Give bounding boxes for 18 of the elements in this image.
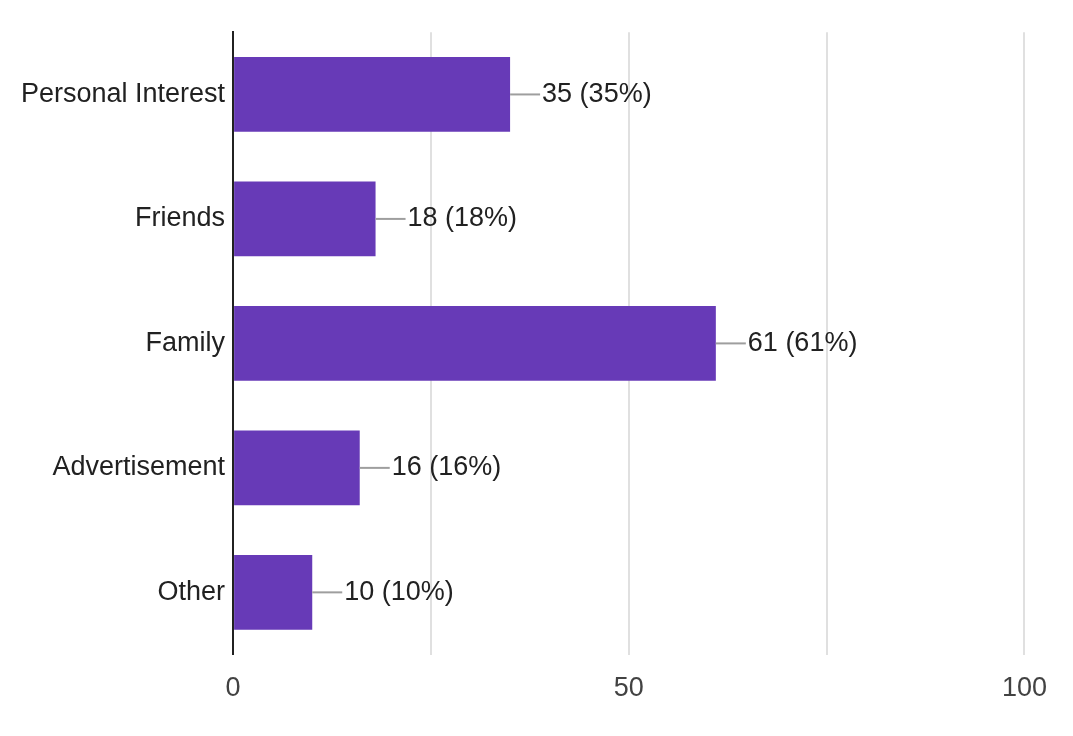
bar (234, 430, 360, 506)
data-label: 18 (18%) (407, 202, 518, 233)
y-tick-label: Family (145, 326, 226, 357)
x-tick-label: 50 (613, 672, 644, 703)
data-label: 35 (35%) (542, 77, 652, 108)
y-tick-label: Personal Interest (21, 77, 226, 108)
data-label: 16 (16%) (391, 451, 502, 482)
x-tick-label: 0 (225, 672, 241, 703)
bar (234, 57, 511, 132)
x-tick-label: 100 (1001, 672, 1048, 703)
y-tick-label: Other (157, 575, 226, 606)
y-tick-label: Friends (135, 202, 226, 233)
bar (234, 306, 716, 381)
bar (234, 555, 313, 630)
bar (234, 181, 376, 257)
data-label: 61 (61%) (747, 326, 858, 357)
data-label: 10 (10%) (344, 575, 454, 606)
y-tick-label: Advertisement (52, 451, 226, 482)
